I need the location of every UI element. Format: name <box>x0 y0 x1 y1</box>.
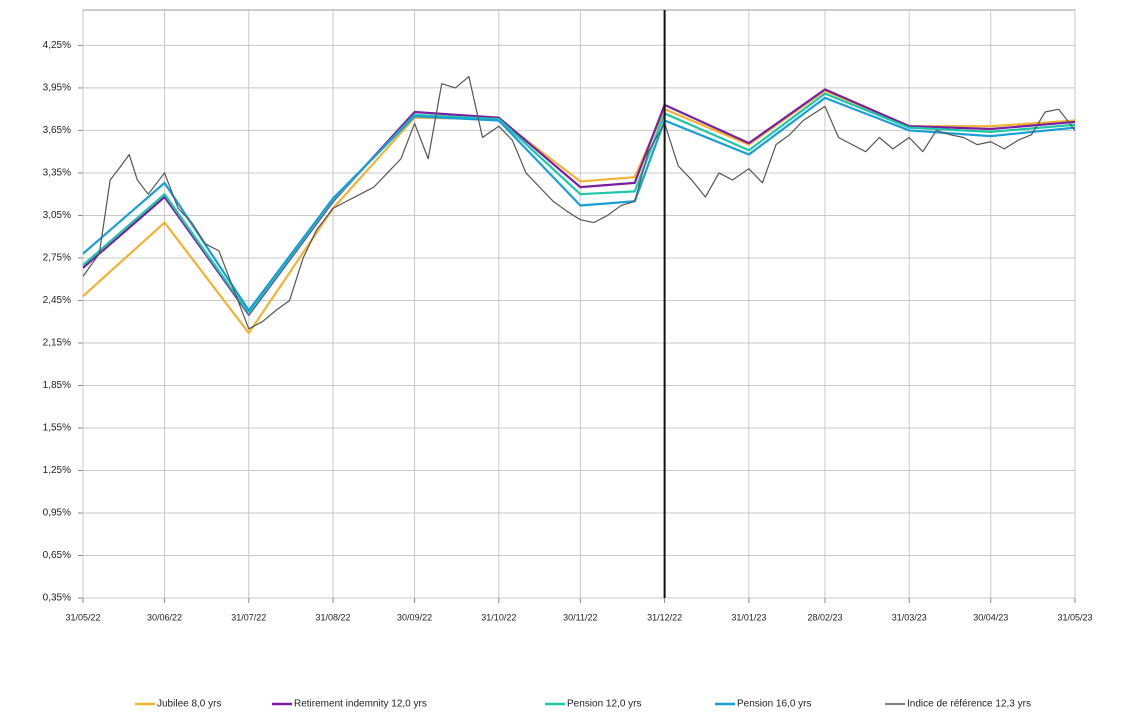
x-tick-label: 30/04/23 <box>973 612 1008 622</box>
x-tick-label: 30/09/22 <box>397 612 432 622</box>
x-tick-label: 31/05/23 <box>1057 612 1092 622</box>
y-tick-label: 2,75% <box>43 253 71 264</box>
y-tick-label: 1,25% <box>43 465 71 476</box>
y-tick-label: 3,65% <box>43 125 71 136</box>
x-tick-label: 31/05/22 <box>65 612 100 622</box>
y-tick-label: 2,45% <box>43 295 71 306</box>
series-line <box>82 96 1076 312</box>
legend-label: Retirement indemnity 12,0 yrs <box>294 699 427 710</box>
y-tick-label: 4,25% <box>43 40 71 51</box>
x-tick-label: 31/12/22 <box>647 612 682 622</box>
x-tick-label: 30/06/22 <box>147 612 182 622</box>
x-tick-label: 31/10/22 <box>481 612 516 622</box>
x-tick-label: 28/02/23 <box>807 612 842 622</box>
y-tick-label: 0,35% <box>43 593 71 604</box>
series-line <box>82 75 1076 330</box>
x-tick-label: 31/07/22 <box>231 612 266 622</box>
x-tick-label: 31/01/23 <box>731 612 766 622</box>
y-tick-label: 3,35% <box>43 168 71 179</box>
legend-label: Pension 12,0 yrs <box>567 699 642 710</box>
legend-label: Indice de référence 12,3 yrs <box>907 699 1031 710</box>
plot-area <box>82 9 1076 599</box>
y-tick-label: 1,85% <box>43 380 71 391</box>
series-line <box>82 92 1076 315</box>
y-tick-label: 1,55% <box>43 423 71 434</box>
legend-label: Jubilee 8,0 yrs <box>157 699 221 710</box>
y-tick-label: 0,95% <box>43 508 71 519</box>
y-tick-label: 3,95% <box>43 83 71 94</box>
y-tick-label: 0,65% <box>43 550 71 561</box>
x-tick-label: 31/03/23 <box>892 612 927 622</box>
x-tick-label: 30/11/22 <box>563 612 597 622</box>
y-tick-label: 2,15% <box>43 338 71 349</box>
y-tick-label: 3,05% <box>43 210 71 221</box>
legend-label: Pension 16,0 yrs <box>737 699 812 710</box>
x-tick-label: 31/08/22 <box>316 612 351 622</box>
